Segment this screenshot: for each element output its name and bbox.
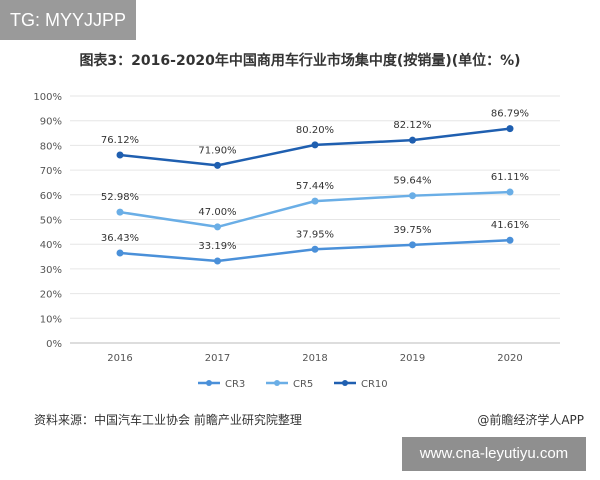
data-label: 86.79% <box>491 109 529 120</box>
y-tick-label: 50% <box>40 216 62 227</box>
data-point-cr5 <box>116 208 124 216</box>
watermark-url: www.cna-leyutiyu.com <box>402 437 586 471</box>
y-tick-label: 30% <box>40 265 62 276</box>
y-tick-label: 60% <box>40 191 62 202</box>
data-label: 76.12% <box>101 135 139 146</box>
data-label: 61.11% <box>491 172 529 183</box>
y-tick-label: 40% <box>40 240 62 251</box>
data-label: 39.75% <box>393 225 431 236</box>
data-point-cr3 <box>116 249 124 257</box>
data-point-cr5 <box>506 188 514 196</box>
data-label: 41.61% <box>491 220 529 231</box>
data-label: 57.44% <box>296 181 334 192</box>
x-tick-label: 2017 <box>205 353 230 364</box>
data-point-cr3 <box>409 241 416 249</box>
y-tick-label: 0% <box>46 339 62 350</box>
data-label: 52.98% <box>101 192 139 203</box>
data-point-cr5 <box>409 192 416 200</box>
x-tick-label: 2016 <box>107 353 132 364</box>
legend-marker-cr3 <box>206 380 212 386</box>
data-point-cr10 <box>506 125 514 133</box>
y-tick-label: 10% <box>40 314 62 325</box>
telegram-badge: TG: MYYJJPP <box>0 0 136 40</box>
data-point-cr10 <box>116 151 124 159</box>
legend-label: CR3 <box>225 379 245 390</box>
data-label: 80.20% <box>296 125 334 136</box>
data-label: 71.90% <box>198 145 236 156</box>
x-tick-label: 2020 <box>497 353 522 364</box>
data-label: 82.12% <box>393 120 431 131</box>
data-point-cr3 <box>214 257 221 265</box>
data-label: 59.64% <box>393 176 431 187</box>
data-label: 37.95% <box>296 229 334 240</box>
brand-credit: @前瞻经济学人APP <box>477 413 584 427</box>
legend-label: CR5 <box>293 379 313 390</box>
y-tick-label: 70% <box>40 166 62 177</box>
y-tick-label: 20% <box>40 290 62 301</box>
data-point-cr10 <box>214 161 221 169</box>
y-tick-label: 90% <box>40 117 62 128</box>
legend-marker-cr5 <box>274 380 280 386</box>
data-point-cr5 <box>311 197 319 205</box>
data-point-cr5 <box>214 223 221 231</box>
data-label: 36.43% <box>101 233 139 244</box>
series-line-cr5 <box>119 190 511 229</box>
y-tick-label: 80% <box>40 141 62 152</box>
data-label: 47.00% <box>198 207 236 218</box>
x-tick-label: 2018 <box>302 353 327 364</box>
data-point-cr10 <box>311 141 319 149</box>
legend-marker-cr10 <box>342 380 348 386</box>
data-point-cr3 <box>506 236 514 244</box>
data-point-cr10 <box>409 136 416 144</box>
x-tick-label: 2019 <box>400 353 425 364</box>
line-chart: 0% 10% 20% 30% 40% 50% 60% 70% 80% 90% 100% 2016 201… <box>33 92 560 390</box>
data-label: 33.19% <box>198 241 236 252</box>
chart-title: 图表3：2016-2020年中国商用车行业市场集中度(按销量)(单位：%) <box>79 53 521 69</box>
y-tick-label: 100% <box>33 92 62 103</box>
data-point-cr3 <box>311 245 319 253</box>
source-note: 资料来源：中国汽车工业协会 前瞻产业研究院整理 <box>34 413 302 427</box>
legend-label: CR10 <box>361 379 388 390</box>
